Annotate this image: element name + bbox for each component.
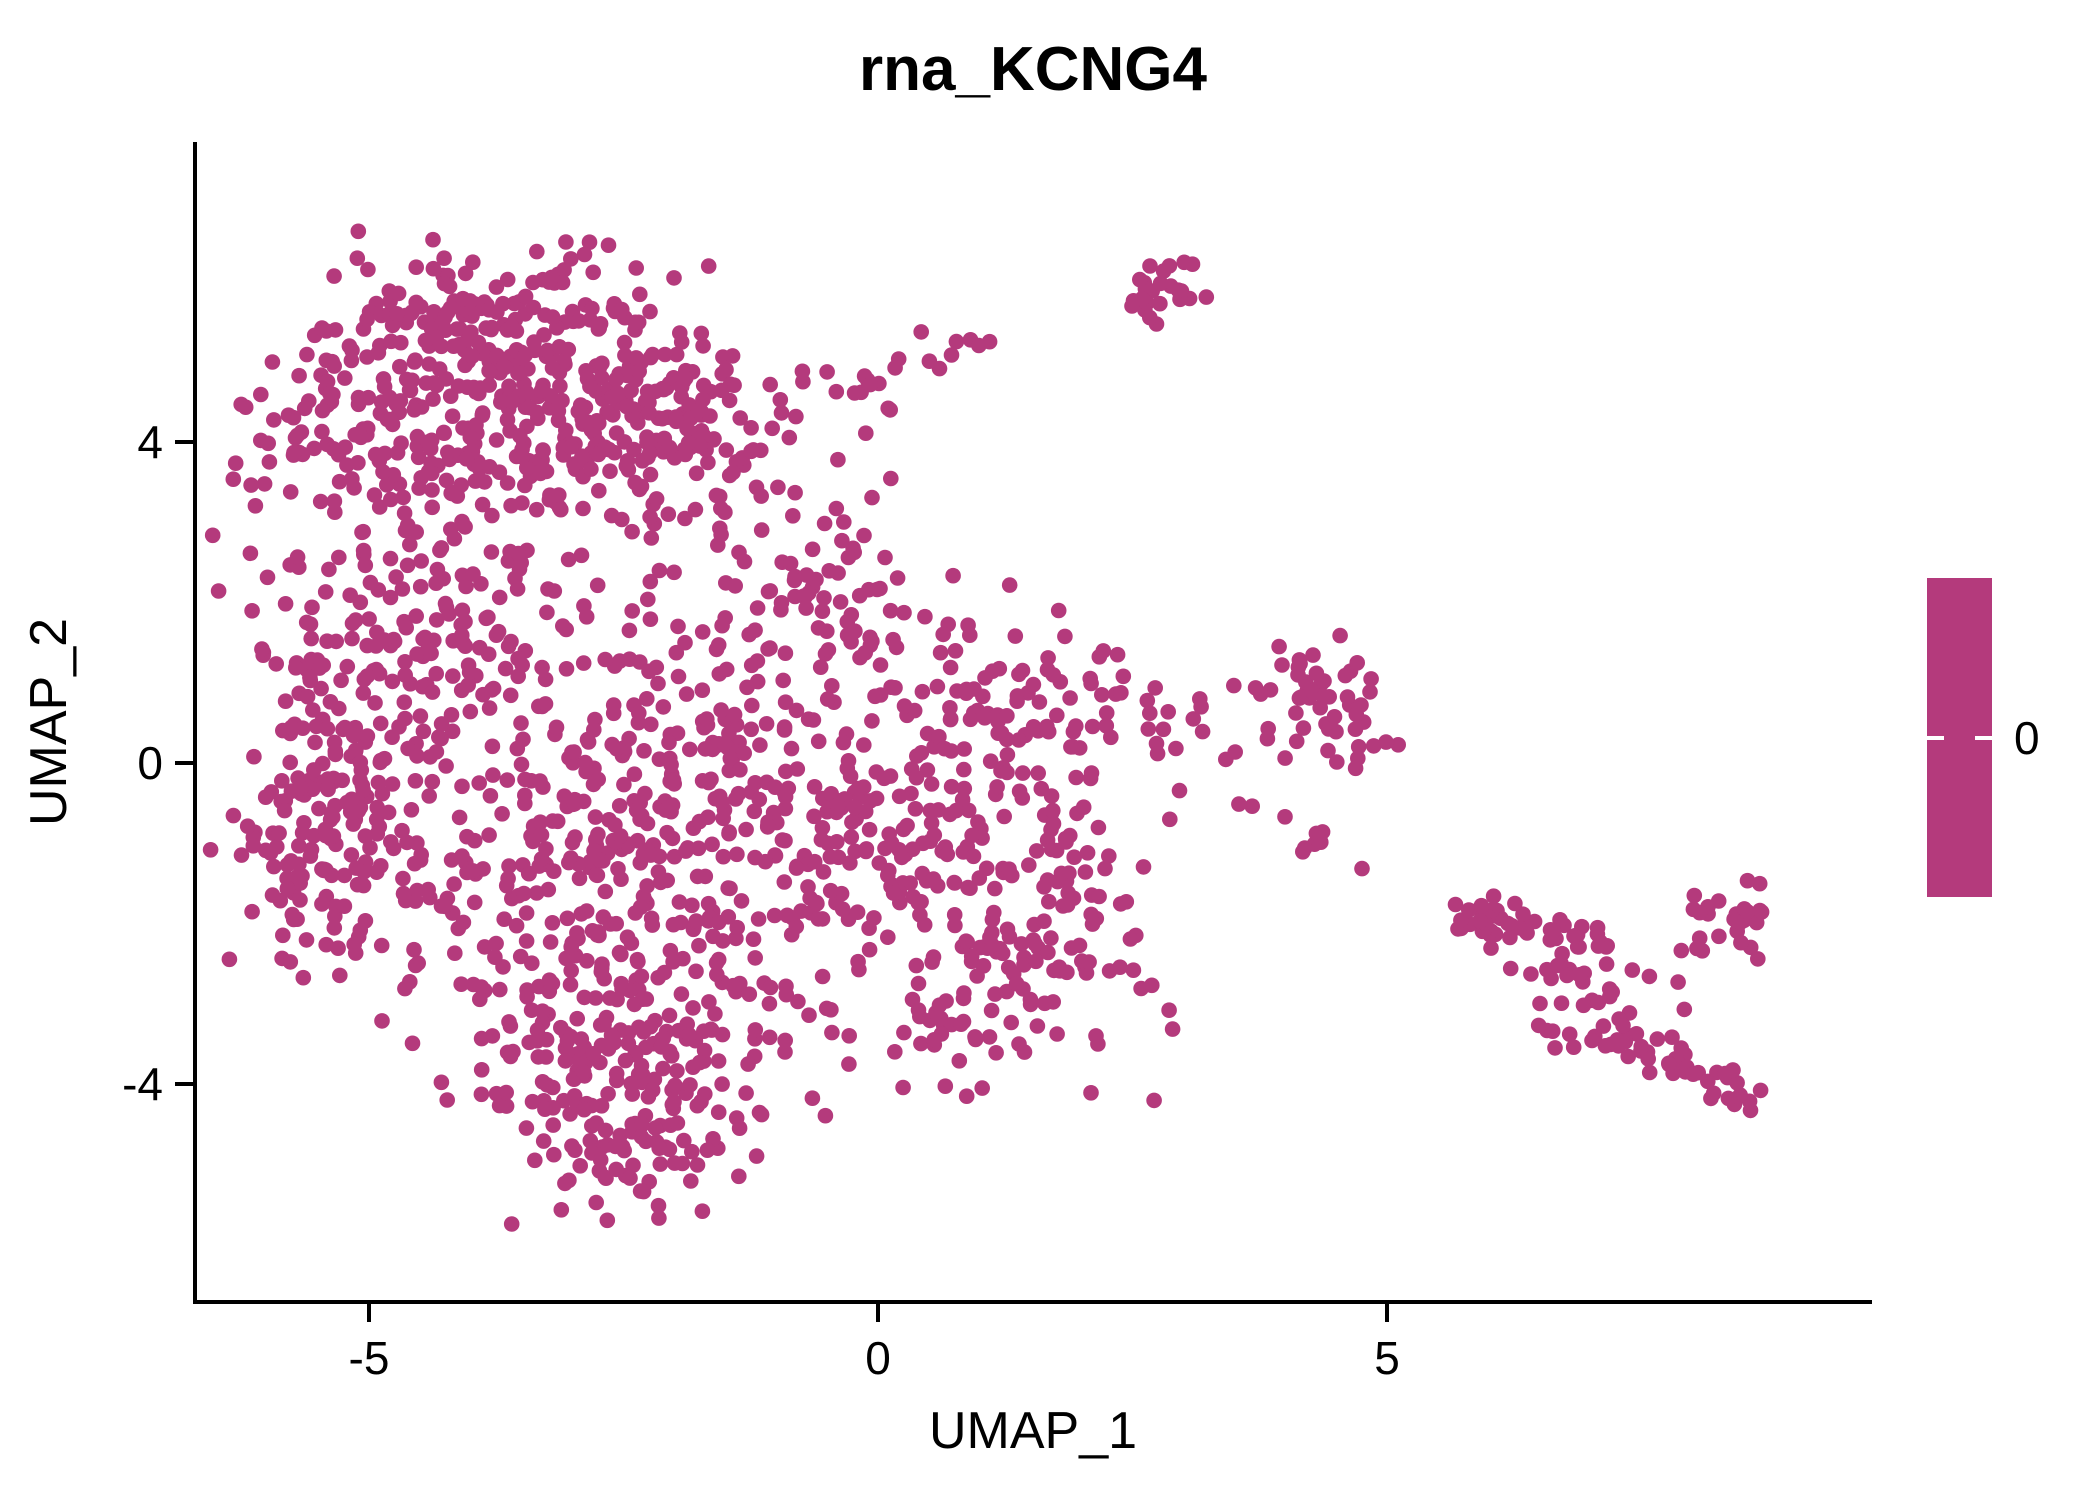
plot-title: rna_KCNG4 bbox=[859, 35, 1208, 104]
y-axis-ticks bbox=[175, 440, 195, 1086]
y-tick-label: -4 bbox=[122, 1058, 163, 1110]
x-tick-label: -5 bbox=[349, 1332, 390, 1384]
plot-panel: -5 0 5 4 0 -4 bbox=[122, 142, 1872, 1384]
x-tick-label: 5 bbox=[1374, 1332, 1400, 1384]
x-axis-ticks bbox=[367, 1302, 1389, 1322]
colorbar-legend: 0 bbox=[1927, 578, 2040, 897]
y-tick-label: 0 bbox=[137, 737, 163, 789]
x-tick-label: 0 bbox=[865, 1332, 891, 1384]
x-axis-label: UMAP_1 bbox=[929, 1402, 1137, 1460]
y-axis-tick-labels: 4 0 -4 bbox=[122, 416, 163, 1110]
scatter-points bbox=[202, 223, 1770, 1232]
y-tick-label: 4 bbox=[137, 416, 163, 468]
y-axis-label: UMAP_2 bbox=[20, 618, 78, 826]
x-axis-tick-labels: -5 0 5 bbox=[349, 1332, 1400, 1384]
colorbar-tick-label: 0 bbox=[2014, 712, 2040, 764]
